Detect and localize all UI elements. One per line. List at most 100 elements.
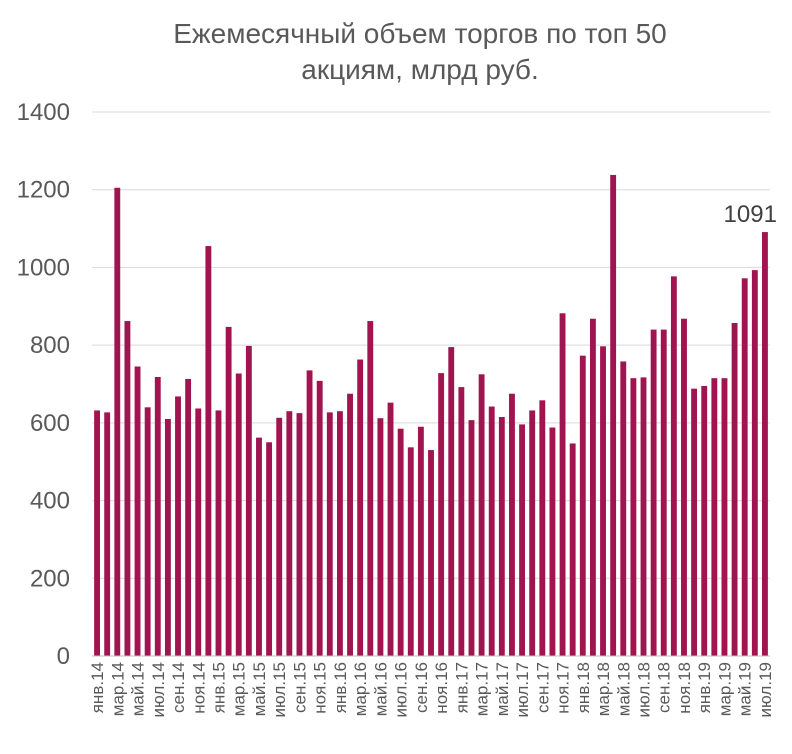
bars xyxy=(94,174,768,657)
bar xyxy=(539,400,546,656)
y-tick-label: 800 xyxy=(30,332,70,359)
bar xyxy=(478,374,485,656)
bar xyxy=(741,278,748,656)
x-tick-label: ноя.16 xyxy=(432,662,451,714)
x-tick-label: мар.19 xyxy=(715,662,734,716)
bar xyxy=(417,426,424,656)
bar xyxy=(650,329,657,656)
x-tick-label: июл.16 xyxy=(392,662,411,717)
x-tick-label: июл.15 xyxy=(270,662,289,717)
chart-title-line-2: акциям, млрд руб. xyxy=(301,54,539,85)
bar xyxy=(721,378,728,656)
bar xyxy=(205,246,212,657)
x-tick-label: май.19 xyxy=(736,662,755,716)
bar xyxy=(529,410,536,656)
bar xyxy=(316,380,323,656)
bar xyxy=(589,318,596,656)
y-tick-label: 200 xyxy=(30,565,70,592)
x-tick-label: май.15 xyxy=(250,662,269,716)
bar xyxy=(660,329,667,656)
bar xyxy=(559,313,566,656)
x-tick-label: янв.14 xyxy=(88,662,107,713)
bar xyxy=(387,402,394,656)
x-tick-label: сен.16 xyxy=(412,662,431,713)
x-tick-label: янв.15 xyxy=(209,662,228,713)
x-tick-label: май.18 xyxy=(614,662,633,716)
data-label: 1091 xyxy=(724,201,777,228)
bar xyxy=(336,411,343,656)
x-tick-label: мар.16 xyxy=(351,662,370,716)
bar xyxy=(630,378,637,656)
bar xyxy=(701,385,708,656)
bar xyxy=(670,276,677,656)
bar xyxy=(509,393,515,656)
x-tick-label: сен.15 xyxy=(290,662,309,713)
bar xyxy=(154,377,161,656)
bar xyxy=(367,321,374,656)
bar xyxy=(357,359,364,656)
x-tick-label: янв.16 xyxy=(331,662,350,713)
x-tick-label: ноя.17 xyxy=(554,662,573,714)
bar xyxy=(762,232,768,656)
bar xyxy=(377,418,384,656)
bar xyxy=(448,347,455,656)
bar xyxy=(610,174,617,656)
x-tick-label: май.17 xyxy=(493,662,512,716)
bar xyxy=(185,378,192,656)
bar xyxy=(579,355,586,656)
bar xyxy=(498,417,505,656)
bar xyxy=(114,187,121,656)
bar xyxy=(731,322,738,656)
bar xyxy=(286,411,293,656)
x-tick-label: мар.15 xyxy=(230,662,249,716)
bar xyxy=(306,370,313,656)
bar xyxy=(296,413,303,656)
x-tick-label: июл.19 xyxy=(756,662,775,717)
x-tick-label: мар.14 xyxy=(108,662,127,716)
bar xyxy=(468,420,475,656)
bar xyxy=(438,373,445,656)
y-tick-label: 1400 xyxy=(17,99,70,126)
bar xyxy=(347,393,353,656)
y-axis-tick-labels: 0 200 400 600 800 1000 1200 1400 xyxy=(17,99,70,670)
x-axis-tick-labels: янв.14 мар.14 май.14 июл.14 сен.14 ноя.14 янв.… xyxy=(88,662,775,717)
x-tick-label: июл.14 xyxy=(149,662,168,717)
data-labels: 1091 xyxy=(724,201,777,228)
x-tick-label: ноя.14 xyxy=(189,662,208,714)
x-tick-label: июл.18 xyxy=(635,662,654,717)
x-tick-label: мар.17 xyxy=(473,662,492,716)
bar xyxy=(519,424,526,656)
y-tick-label: 0 xyxy=(57,643,70,670)
y-tick-label: 1200 xyxy=(17,177,70,204)
bar xyxy=(94,410,100,656)
bar xyxy=(458,387,465,656)
x-tick-label: сен.14 xyxy=(169,662,188,713)
bar xyxy=(144,407,151,656)
bar xyxy=(428,450,434,656)
bar xyxy=(569,443,576,656)
bar xyxy=(266,442,273,656)
bar xyxy=(600,346,606,656)
bar xyxy=(215,410,222,656)
x-tick-label: янв.17 xyxy=(452,662,471,713)
chart-title-line-1: Ежемесячный объем торгов по топ 50 xyxy=(173,18,667,49)
bar xyxy=(195,408,202,656)
bar xyxy=(549,427,556,656)
bar xyxy=(124,321,131,656)
x-tick-label: ноя.15 xyxy=(311,662,330,714)
x-tick-label: май.16 xyxy=(371,662,390,716)
bar xyxy=(397,428,404,656)
x-tick-label: янв.18 xyxy=(574,662,593,713)
bar xyxy=(235,373,242,656)
bar xyxy=(225,326,232,656)
bar xyxy=(620,361,627,656)
x-tick-label: сен.18 xyxy=(655,662,674,713)
x-tick-label: янв.19 xyxy=(695,662,714,713)
bar xyxy=(751,270,758,656)
bar xyxy=(640,377,647,656)
y-tick-label: 1000 xyxy=(17,254,70,281)
bar xyxy=(245,345,252,656)
bar xyxy=(134,366,141,656)
y-tick-label: 400 xyxy=(30,488,70,515)
